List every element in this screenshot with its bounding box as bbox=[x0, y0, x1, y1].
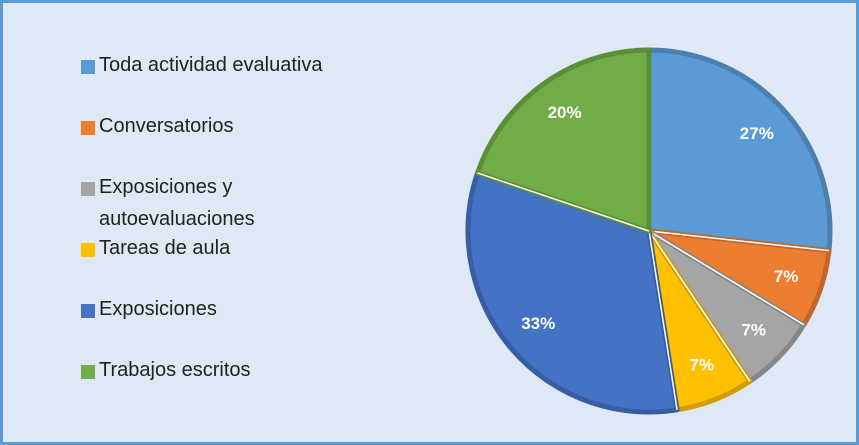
pie-slice bbox=[465, 170, 680, 415]
data-label: 7% bbox=[690, 355, 715, 374]
slice-separator bbox=[477, 172, 650, 232]
legend-swatch bbox=[81, 182, 95, 196]
legend-item: Conversatorios bbox=[81, 115, 381, 142]
data-label: 7% bbox=[774, 267, 799, 286]
data-label: 27% bbox=[740, 124, 774, 143]
legend-item: Trabajos escritos bbox=[81, 359, 381, 386]
slice-separator bbox=[648, 230, 751, 382]
slice-separator bbox=[648, 230, 678, 410]
legend-swatch bbox=[81, 365, 95, 379]
legend-label: Toda actividad evaluativa bbox=[99, 54, 323, 76]
slice-separator bbox=[648, 230, 805, 326]
legend-swatch bbox=[81, 60, 95, 74]
slice-separator bbox=[648, 230, 830, 252]
legend-label: Exposiciones bbox=[99, 298, 217, 320]
pie-slice bbox=[646, 47, 833, 254]
data-label: 7% bbox=[741, 320, 766, 339]
legend-label: Exposiciones y autoevaluaciones bbox=[99, 176, 255, 230]
legend-item: Toda actividad evaluativa bbox=[81, 54, 381, 81]
legend-swatch bbox=[81, 243, 95, 257]
legend-item: Exposiciones bbox=[81, 298, 381, 325]
data-label: 33% bbox=[521, 314, 555, 333]
legend-label: Conversatorios bbox=[99, 115, 234, 137]
legend-item: Tareas de aula bbox=[81, 237, 381, 264]
pie-slice bbox=[475, 47, 652, 234]
legend-label: Tareas de aula bbox=[99, 237, 231, 259]
legend-item: Exposiciones y autoevaluaciones bbox=[81, 176, 381, 235]
legend-swatch bbox=[81, 304, 95, 318]
data-label: 20% bbox=[548, 103, 582, 122]
legend-label: Trabajos escritos bbox=[99, 359, 251, 381]
legend-swatch bbox=[81, 121, 95, 135]
